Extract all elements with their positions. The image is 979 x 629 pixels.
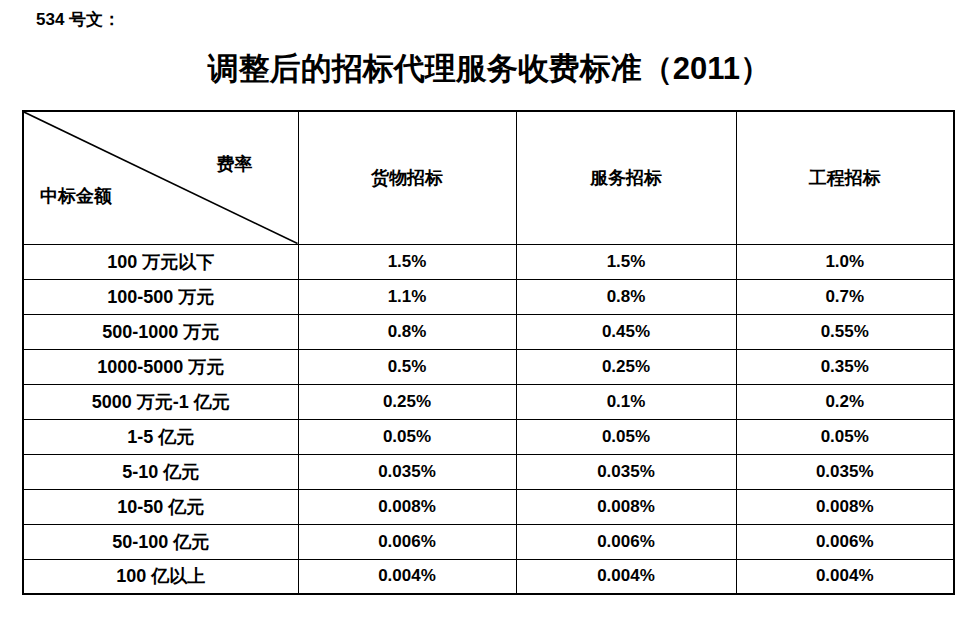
table-row: 1000-5000 万元 0.5% 0.25% 0.35% [23,349,954,384]
rate-cell: 0.008% [298,489,516,524]
rate-cell: 0.004% [516,559,736,594]
rate-cell: 1.0% [736,244,954,279]
rate-cell: 0.035% [736,454,954,489]
rate-cell: 0.035% [298,454,516,489]
rate-cell: 0.006% [298,524,516,559]
rate-cell: 1.5% [516,244,736,279]
table-row: 100 万元以下 1.5% 1.5% 1.0% [23,244,954,279]
rate-cell: 0.2% [736,384,954,419]
fee-table-body: 100 万元以下 1.5% 1.5% 1.0% 100-500 万元 1.1% … [23,244,954,594]
rate-cell: 0.004% [736,559,954,594]
table-row: 5000 万元-1 亿元 0.25% 0.1% 0.2% [23,384,954,419]
rate-cell: 0.35% [736,349,954,384]
rate-cell: 0.008% [516,489,736,524]
table-row: 10-50 亿元 0.008% 0.008% 0.008% [23,489,954,524]
column-header-engineering-tender: 工程招标 [736,111,954,244]
rate-cell: 0.7% [736,279,954,314]
rate-cell: 0.004% [298,559,516,594]
rate-cell: 0.006% [516,524,736,559]
rate-cell: 0.8% [516,279,736,314]
table-header-row: 费率 中标金额 货物招标 服务招标 工程招标 [23,111,954,244]
rate-cell: 0.05% [516,419,736,454]
rate-cell: 0.05% [736,419,954,454]
row-label: 100 亿以上 [23,559,298,594]
row-label: 1-5 亿元 [23,419,298,454]
corner-label-bid-amount: 中标金额 [40,184,112,208]
rate-cell: 1.5% [298,244,516,279]
rate-cell: 1.1% [298,279,516,314]
table-row: 1-5 亿元 0.05% 0.05% 0.05% [23,419,954,454]
table-row: 5-10 亿元 0.035% 0.035% 0.035% [23,454,954,489]
corner-header-cell: 费率 中标金额 [23,111,298,244]
document-page: 534 号文： 调整后的招标代理服务收费标准（2011） 费率 中标金额 货物招… [0,0,979,629]
row-label: 500-1000 万元 [23,314,298,349]
rate-cell: 0.5% [298,349,516,384]
row-label: 1000-5000 万元 [23,349,298,384]
rate-cell: 0.05% [298,419,516,454]
rate-cell: 0.035% [516,454,736,489]
row-label: 10-50 亿元 [23,489,298,524]
table-row: 50-100 亿元 0.006% 0.006% 0.006% [23,524,954,559]
rate-cell: 0.008% [736,489,954,524]
diagonal-divider-line [24,112,298,244]
row-label: 100 万元以下 [23,244,298,279]
rate-cell: 0.25% [516,349,736,384]
rate-cell: 0.55% [736,314,954,349]
row-label: 5000 万元-1 亿元 [23,384,298,419]
column-header-goods-tender: 货物招标 [298,111,516,244]
column-header-service-tender: 服务招标 [516,111,736,244]
page-title: 调整后的招标代理服务收费标准（2011） [0,48,979,90]
fee-rate-table: 费率 中标金额 货物招标 服务招标 工程招标 100 万元以下 1.5% 1.5… [22,110,955,595]
table-row: 100-500 万元 1.1% 0.8% 0.7% [23,279,954,314]
doc-number-label: 534 号文： [36,8,120,31]
row-label: 5-10 亿元 [23,454,298,489]
table-row: 100 亿以上 0.004% 0.004% 0.004% [23,559,954,594]
table-row: 500-1000 万元 0.8% 0.45% 0.55% [23,314,954,349]
rate-cell: 0.8% [298,314,516,349]
rate-cell: 0.006% [736,524,954,559]
row-label: 50-100 亿元 [23,524,298,559]
corner-label-fee-rate: 费率 [217,152,253,176]
row-label: 100-500 万元 [23,279,298,314]
rate-cell: 0.45% [516,314,736,349]
rate-cell: 0.1% [516,384,736,419]
rate-cell: 0.25% [298,384,516,419]
